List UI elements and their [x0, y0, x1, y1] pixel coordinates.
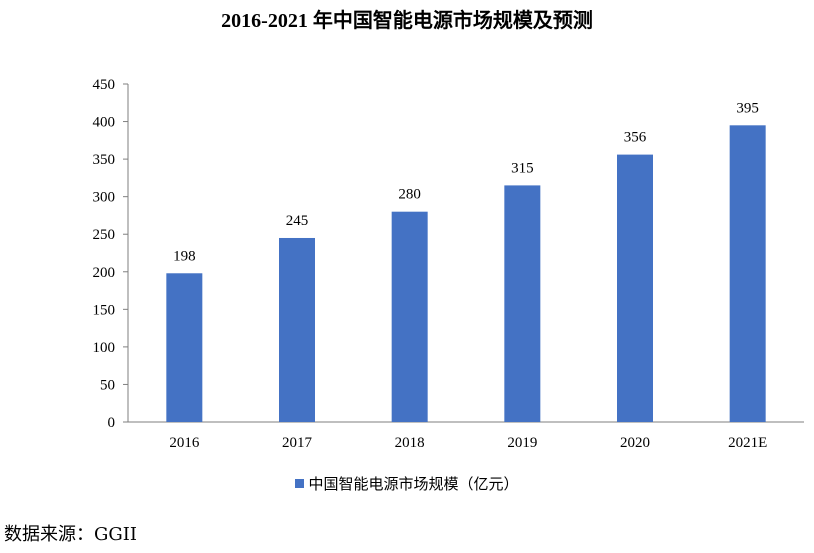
y-axis: 0 50 100 150 200 250 300 350 400 450 [93, 77, 129, 431]
y-tick-label: 250 [93, 227, 116, 243]
legend-swatch [295, 479, 305, 488]
bar [279, 237, 315, 422]
y-tick-label: 100 [93, 340, 116, 356]
bar-value-label: 245 [286, 213, 309, 229]
bar-value-label: 315 [511, 160, 534, 176]
bars [166, 125, 766, 423]
y-tick-label: 350 [93, 152, 116, 168]
x-tick-label: 2016 [169, 435, 200, 451]
x-tick-label: 2020 [620, 435, 650, 451]
bar [617, 154, 653, 423]
source-note: 数据来源：GGII [4, 524, 137, 545]
y-tick-label: 0 [108, 415, 116, 431]
x-tick-label: 2018 [395, 435, 425, 451]
x-axis: 2016 2017 2018 2019 2020 2021E [128, 421, 804, 451]
y-tick-label: 200 [93, 265, 116, 281]
legend: 中国智能电源市场规模（亿元） [0, 474, 814, 494]
y-tick-label: 450 [93, 77, 116, 93]
chart-title: 2016-2021 年中国智能电源市场规模及预测 [221, 10, 593, 32]
bar [391, 211, 428, 422]
x-tick-label: 2019 [507, 435, 537, 451]
bar-value-label: 356 [624, 130, 647, 146]
bar [729, 125, 766, 423]
bar [504, 185, 541, 422]
bar-value-label: 395 [736, 100, 759, 116]
y-tick-label: 50 [100, 377, 115, 393]
y-tick-label: 150 [93, 302, 116, 318]
y-tick-label: 400 [93, 115, 116, 131]
y-tick-label: 300 [93, 190, 116, 206]
x-tick-label: 2021E [728, 435, 767, 451]
legend-label: 中国智能电源市场规模（亿元） [308, 475, 519, 493]
bar-value-label: 198 [173, 248, 196, 264]
x-tick-label: 2017 [282, 435, 313, 451]
data-labels: 198 245 280 315 356 395 [173, 100, 759, 264]
bar-value-label: 280 [398, 187, 421, 203]
bar [166, 273, 203, 422]
